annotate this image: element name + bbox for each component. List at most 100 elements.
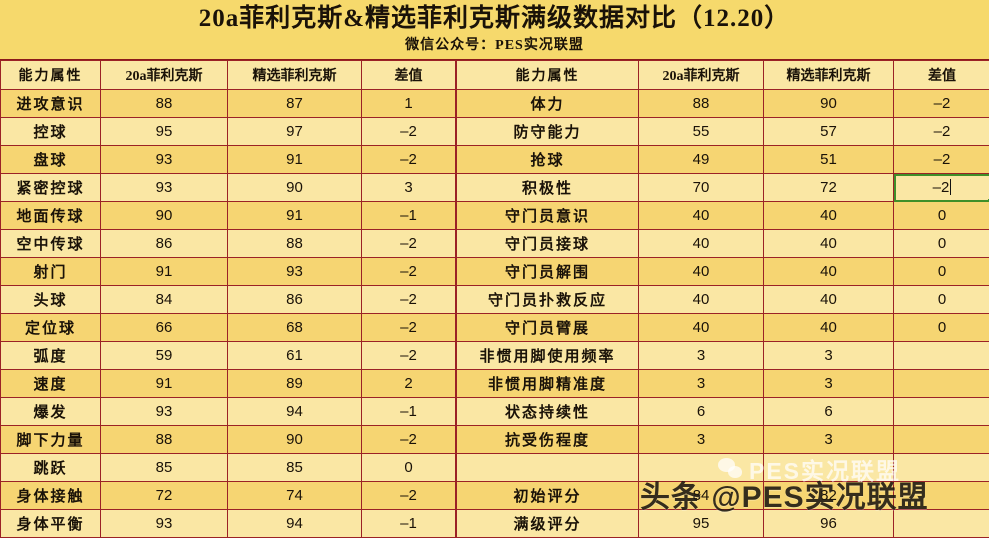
cell-player-b[interactable]: 72 [764, 174, 894, 202]
cell-difference[interactable]: –1 [362, 510, 456, 538]
cell-difference[interactable]: –2 [362, 230, 456, 258]
cell-player-a[interactable]: 70 [639, 174, 764, 202]
cell-difference[interactable] [894, 370, 989, 398]
cell-player-b[interactable]: 90 [228, 174, 362, 202]
cell-attribute[interactable]: 初始评分 [457, 482, 639, 510]
cell-difference[interactable]: –2 [894, 174, 989, 202]
cell-difference[interactable]: 0 [894, 230, 989, 258]
cell-attribute[interactable]: 身体接触 [1, 482, 101, 510]
cell-player-b[interactable]: 3 [764, 342, 894, 370]
cell-attribute[interactable]: 跳跃 [1, 454, 101, 482]
cell-difference[interactable]: 0 [894, 202, 989, 230]
cell-player-a[interactable]: 40 [639, 286, 764, 314]
cell-player-b[interactable]: 51 [764, 146, 894, 174]
cell-difference[interactable] [894, 454, 989, 482]
cell-difference[interactable]: –2 [894, 146, 989, 174]
cell-difference[interactable]: –2 [894, 90, 989, 118]
cell-player-a[interactable]: 49 [639, 146, 764, 174]
cell-player-b[interactable]: 82 [764, 482, 894, 510]
cell-difference[interactable] [894, 342, 989, 370]
cell-attribute[interactable]: 抗受伤程度 [457, 426, 639, 454]
cell-attribute[interactable]: 守门员解围 [457, 258, 639, 286]
cell-difference[interactable]: –2 [362, 118, 456, 146]
cell-difference[interactable] [894, 510, 989, 538]
cell-attribute[interactable]: 积极性 [457, 174, 639, 202]
cell-player-b[interactable]: 3 [764, 370, 894, 398]
cell-player-b[interactable]: 40 [764, 314, 894, 342]
cell-difference[interactable]: –2 [362, 258, 456, 286]
cell-difference[interactable]: 0 [894, 258, 989, 286]
cell-player-a[interactable]: 90 [101, 202, 228, 230]
cell-attribute[interactable]: 守门员臂展 [457, 314, 639, 342]
cell-player-a[interactable]: 91 [101, 370, 228, 398]
cell-attribute[interactable]: 非惯用脚精准度 [457, 370, 639, 398]
cell-attribute[interactable]: 控球 [1, 118, 101, 146]
cell-player-b[interactable]: 3 [764, 426, 894, 454]
cell-player-a[interactable]: 95 [101, 118, 228, 146]
cell-player-a[interactable]: 93 [101, 398, 228, 426]
cell-attribute[interactable] [457, 454, 639, 482]
cell-attribute[interactable]: 盘球 [1, 146, 101, 174]
cell-difference[interactable]: –2 [362, 146, 456, 174]
cell-player-b[interactable]: 89 [228, 370, 362, 398]
cell-difference[interactable]: –1 [362, 202, 456, 230]
cell-attribute[interactable]: 状态持续性 [457, 398, 639, 426]
cell-difference[interactable]: 2 [362, 370, 456, 398]
cell-attribute[interactable]: 守门员意识 [457, 202, 639, 230]
cell-attribute[interactable]: 身体平衡 [1, 510, 101, 538]
cell-attribute[interactable]: 射门 [1, 258, 101, 286]
cell-difference[interactable]: –1 [362, 398, 456, 426]
cell-player-a[interactable]: 3 [639, 342, 764, 370]
cell-player-b[interactable]: 91 [228, 146, 362, 174]
cell-player-b[interactable]: 57 [764, 118, 894, 146]
cell-attribute[interactable]: 非惯用脚使用频率 [457, 342, 639, 370]
cell-player-b[interactable]: 97 [228, 118, 362, 146]
cell-player-a[interactable]: 84 [101, 286, 228, 314]
cell-player-a[interactable]: 85 [101, 454, 228, 482]
cell-difference[interactable]: 3 [362, 174, 456, 202]
cell-player-b[interactable]: 91 [228, 202, 362, 230]
cell-player-b[interactable]: 74 [228, 482, 362, 510]
cell-player-a[interactable]: 95 [639, 510, 764, 538]
cell-difference[interactable] [894, 426, 989, 454]
cell-attribute[interactable]: 紧密控球 [1, 174, 101, 202]
cell-player-b[interactable]: 86 [228, 286, 362, 314]
cell-attribute[interactable]: 守门员接球 [457, 230, 639, 258]
cell-attribute[interactable]: 防守能力 [457, 118, 639, 146]
cell-difference[interactable] [894, 482, 989, 510]
cell-player-a[interactable]: 6 [639, 398, 764, 426]
cell-difference[interactable]: –2 [894, 118, 989, 146]
cell-player-b[interactable]: 87 [228, 90, 362, 118]
cell-player-b[interactable]: 68 [228, 314, 362, 342]
cell-player-a[interactable]: 93 [101, 510, 228, 538]
cell-difference[interactable]: 1 [362, 90, 456, 118]
cell-player-a[interactable]: 93 [101, 174, 228, 202]
cell-attribute[interactable]: 守门员扑救反应 [457, 286, 639, 314]
cell-player-b[interactable]: 93 [228, 258, 362, 286]
cell-player-b[interactable]: 90 [764, 90, 894, 118]
cell-difference[interactable]: –2 [362, 482, 456, 510]
cell-attribute[interactable]: 满级评分 [457, 510, 639, 538]
cell-player-a[interactable]: 86 [101, 230, 228, 258]
cell-attribute[interactable]: 头球 [1, 286, 101, 314]
cell-difference[interactable] [894, 398, 989, 426]
cell-attribute[interactable]: 进攻意识 [1, 90, 101, 118]
